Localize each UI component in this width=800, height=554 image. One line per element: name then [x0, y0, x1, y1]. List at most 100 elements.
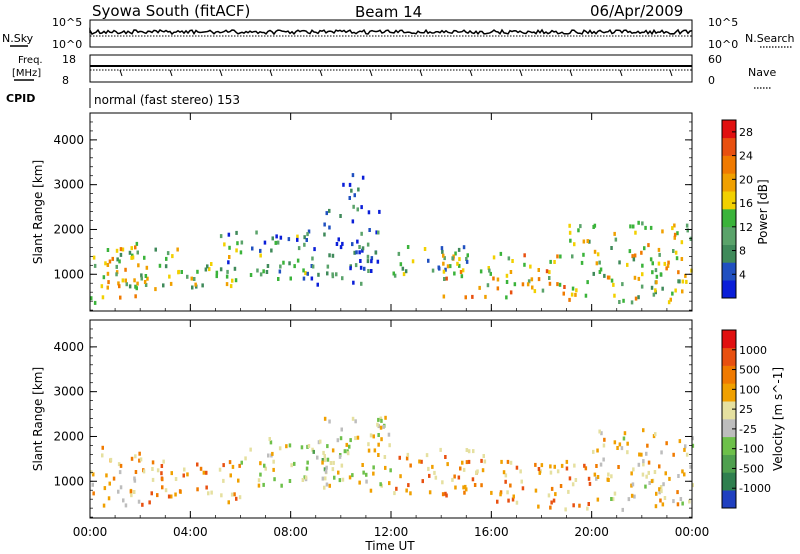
echo-cell — [467, 459, 471, 464]
echo-cell — [634, 296, 638, 301]
echo-cell — [658, 464, 661, 469]
echo-cell — [134, 284, 137, 289]
echo-cell — [104, 261, 107, 266]
echo-cell — [461, 460, 464, 465]
x-tick-label: 04:00 — [173, 525, 208, 539]
echo-cell — [300, 445, 304, 450]
velocity-colorbar: 1000 500 100 25 -25 -100 -500 -1000 — [721, 329, 771, 509]
cpid-label: CPID — [6, 92, 35, 105]
echo-cell — [569, 238, 572, 243]
echo-cell — [586, 280, 589, 285]
echo-cell — [550, 486, 554, 491]
echo-cell — [473, 483, 477, 487]
echo-cell — [361, 246, 365, 251]
echo-cell — [312, 449, 315, 454]
echo-cell — [377, 453, 380, 457]
echo-cell — [178, 489, 182, 494]
echo-cell — [377, 417, 380, 422]
echo-cell — [459, 466, 462, 471]
echo-cell — [513, 282, 517, 287]
echo-cell — [596, 252, 600, 257]
colorbar-tick-label: 25 — [739, 403, 753, 416]
echo-cell — [355, 250, 358, 255]
echo-cell — [641, 221, 644, 226]
echo-cell — [611, 497, 615, 502]
echo-cell — [348, 182, 352, 187]
echo-cell — [259, 272, 263, 277]
echo-cell — [427, 466, 430, 471]
echo-cell — [393, 273, 397, 278]
nsky-label: N.Sky — [2, 32, 34, 45]
echo-cell — [618, 442, 622, 447]
echo-cell — [587, 502, 590, 506]
echo-cell — [492, 255, 496, 260]
echo-cell — [462, 467, 466, 472]
echo-cell — [578, 503, 581, 508]
echo-cell — [207, 491, 210, 496]
echo-cell — [233, 266, 237, 271]
echo-cell — [356, 207, 359, 212]
echo-cell — [161, 477, 164, 482]
echo-cell — [222, 463, 225, 468]
echo-cell — [613, 440, 617, 445]
echo-cell — [305, 238, 308, 242]
echo-cell — [678, 279, 681, 284]
echo-cell — [328, 419, 331, 424]
echo-cell — [451, 256, 454, 261]
echo-cell — [323, 485, 326, 490]
echo-cell — [240, 240, 244, 245]
echo-cell — [402, 272, 406, 277]
echo-cell — [673, 223, 676, 228]
echo-cell — [156, 493, 159, 498]
echo-cell — [366, 254, 370, 259]
echo-cell — [108, 259, 112, 264]
echo-cell — [140, 273, 143, 278]
echo-cell — [641, 472, 645, 477]
echo-cell — [475, 470, 478, 475]
echo-cell — [657, 261, 661, 266]
echo-cell — [121, 278, 125, 283]
echo-cell — [691, 483, 694, 488]
nsky-right-tick-bottom: 10^0 — [708, 38, 738, 51]
echo-cell — [573, 242, 576, 247]
echo-cell — [380, 437, 383, 442]
colorbar-tick-label: 28 — [739, 126, 753, 139]
echo-cell — [441, 480, 444, 485]
echo-cell — [433, 470, 436, 475]
echo-cell — [335, 242, 339, 246]
echo-cell — [401, 266, 405, 271]
echo-cell — [420, 459, 423, 464]
echo-cell — [235, 230, 238, 235]
echo-cell — [304, 271, 307, 276]
echo-cell — [442, 261, 445, 266]
echo-cell — [370, 259, 373, 264]
echo-cell — [642, 462, 645, 467]
echo-cell — [559, 254, 562, 259]
echo-cell — [545, 269, 549, 274]
echo-cell — [511, 497, 515, 502]
echo-cell — [174, 477, 178, 481]
echo-cell — [372, 471, 375, 476]
echo-cell — [631, 254, 634, 259]
echo-cell — [278, 446, 282, 451]
echo-cell — [574, 292, 577, 297]
echo-cell — [321, 476, 325, 481]
echo-cell — [293, 264, 296, 269]
echo-cell — [259, 253, 262, 258]
echo-cell — [673, 232, 677, 237]
echo-cell — [662, 482, 665, 487]
freq-spike — [119, 69, 123, 77]
echo-cell — [464, 295, 467, 300]
echo-cell — [302, 276, 306, 281]
echo-cell — [519, 469, 522, 474]
echo-cell — [191, 285, 194, 290]
colorbar-frame — [721, 329, 737, 509]
echo-cell — [125, 282, 128, 287]
echo-cell — [121, 247, 125, 252]
echo-cell — [180, 270, 183, 274]
echo-cell — [93, 263, 97, 268]
echo-cell — [255, 230, 258, 235]
echo-cell — [133, 278, 136, 283]
echo-cell — [325, 482, 329, 487]
echo-cell — [646, 443, 649, 448]
